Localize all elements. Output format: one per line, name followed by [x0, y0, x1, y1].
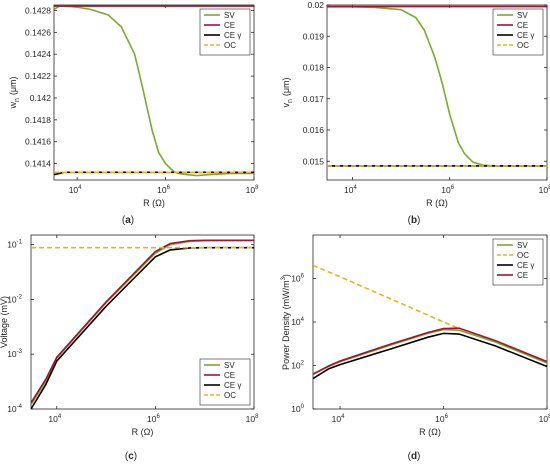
- legend-box: [492, 8, 544, 56]
- series-group: [31, 239, 254, 409]
- x-tick-label: 108: [539, 414, 550, 424]
- legend-label: CE: [224, 21, 235, 30]
- y-tick-label: 0.017: [303, 94, 325, 104]
- panel-caption: (b): [408, 215, 421, 226]
- x-axis-title: R (Ω): [132, 427, 154, 437]
- y-tick-label: 10-2: [7, 294, 22, 304]
- legend-label: OC: [517, 41, 529, 50]
- y-tick-label: 10-1: [7, 240, 22, 250]
- chart-panel-c: 104 106 108 10-4 10-3 10-2 10-1 R (Ω) Voltage (m…: [0, 234, 259, 462]
- x-tick-label: 108: [539, 185, 550, 195]
- series-line-sv: [327, 6, 547, 167]
- y-tick-label: 104: [291, 317, 304, 327]
- panel-caption: (d): [408, 451, 421, 462]
- x-tick-label: 106: [147, 414, 160, 424]
- x-tick-label: 108: [246, 414, 259, 424]
- y-tick-label: 0.1416: [25, 137, 51, 147]
- panel-caption: (a): [122, 215, 134, 226]
- chart-panel-b: 104 106 108 0.015 0.016 0.017 0.018 0.019 0.02 R …: [281, 0, 550, 226]
- legend-label: CE γ: [517, 261, 534, 270]
- legend-label: SV: [517, 11, 528, 20]
- x-tick-label: 106: [157, 185, 170, 195]
- y-axis-title: wn(μm): [8, 76, 21, 109]
- y-tick-label: 100: [291, 404, 304, 414]
- y-axis-title: Voltage (mV): [0, 296, 9, 348]
- legend-label: OC: [224, 41, 236, 50]
- legend-label: OC: [517, 251, 529, 260]
- series-group: [313, 264, 547, 380]
- series-line-ce-gamma: [54, 171, 254, 176]
- chart-panel-d: 104 106 108 100 102 104 106 R (Ω) Power Density …: [281, 234, 550, 462]
- chart-panel-a: 104 106 108 0.1414 0.1416 0.1418 0.142 0.1422 0.…: [8, 4, 259, 226]
- legend-label: SV: [224, 11, 235, 20]
- x-tick-label: 104: [69, 185, 82, 195]
- y-tick-label: 106: [291, 274, 304, 284]
- panel-caption: (c): [125, 451, 137, 462]
- legend-label: CE: [224, 371, 235, 380]
- y-tick-label: 0.1414: [25, 159, 51, 169]
- legend-box: [199, 8, 251, 56]
- series-group: [327, 5, 547, 167]
- x-axis-title: R (Ω): [426, 198, 448, 208]
- x-axis-title: R (Ω): [143, 198, 165, 208]
- legend-label: SV: [517, 241, 528, 250]
- x-tick-label: 104: [48, 414, 61, 424]
- y-tick-label: 0.1424: [25, 49, 51, 59]
- y-tick-label: 0.016: [303, 125, 325, 135]
- legend-label: CE γ: [224, 31, 241, 40]
- series-group: [54, 5, 254, 177]
- legend-label: SV: [224, 361, 235, 370]
- legend-label: OC: [224, 391, 236, 400]
- y-tick-label: 0.1422: [25, 71, 51, 81]
- x-axis-title: R (Ω): [419, 427, 441, 437]
- y-tick-label: 102: [291, 361, 304, 371]
- x-tick-label: 104: [332, 414, 345, 424]
- y-tick-label: 0.1428: [25, 5, 51, 15]
- series-line-ce-gamma: [313, 332, 547, 380]
- x-tick-label: 106: [441, 185, 454, 195]
- y-tick-label: 0.1418: [25, 115, 51, 125]
- y-tick-label: 0.019: [303, 31, 325, 41]
- y-tick-label: 0.018: [303, 63, 325, 73]
- x-tick-label: 104: [344, 185, 357, 195]
- y-axis-title: Power Density (mW/m3): [281, 274, 291, 370]
- x-tick-label: 106: [435, 414, 448, 424]
- y-tick-label: 0.02: [307, 0, 324, 10]
- series-line-ce: [313, 327, 547, 375]
- y-tick-label: 10-4: [7, 404, 22, 414]
- series-line-oc: [313, 264, 460, 330]
- legend-box: [199, 358, 251, 406]
- y-tick-label: 0.015: [303, 156, 325, 166]
- y-axis-title: vn(μm): [281, 77, 294, 107]
- y-tick-label: 10-3: [7, 349, 22, 359]
- x-tick-label: 108: [246, 185, 259, 195]
- legend-label: CE γ: [224, 381, 241, 390]
- legend-label: CE: [517, 21, 528, 30]
- legend-label: CE: [517, 271, 528, 280]
- series-line-ce: [31, 239, 254, 404]
- legend-label: CE γ: [517, 31, 534, 40]
- y-tick-label: 0.142: [30, 93, 52, 103]
- y-tick-label: 0.1426: [25, 27, 51, 37]
- legend-box: [492, 238, 544, 286]
